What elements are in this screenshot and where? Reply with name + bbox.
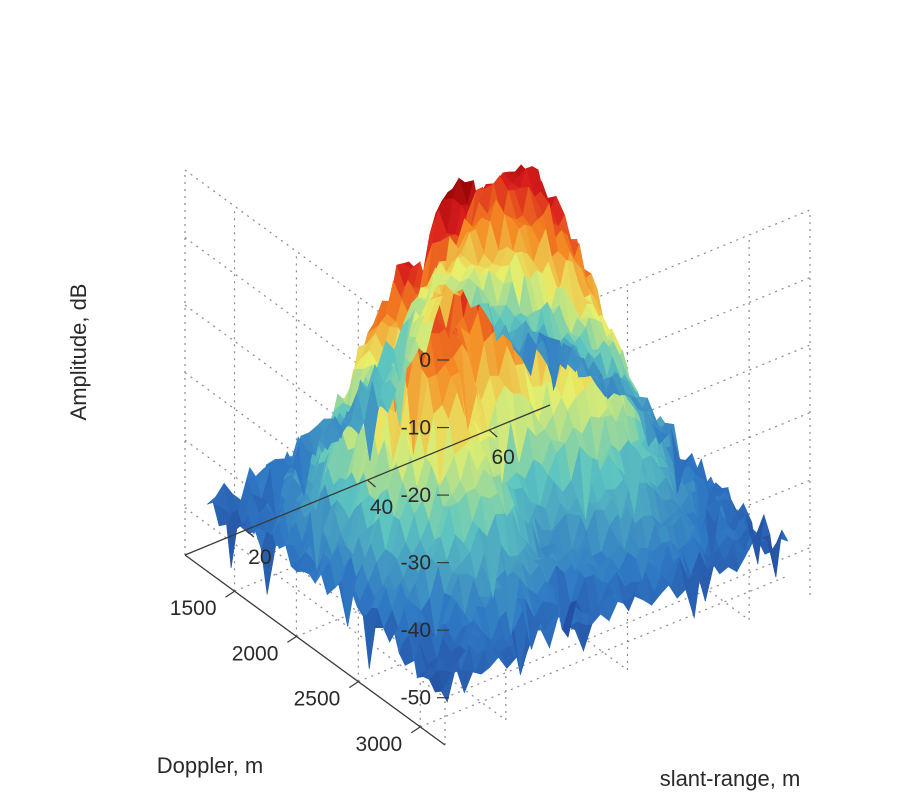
grid-line: [444, 276, 811, 429]
y-tick-label: 1500: [170, 597, 217, 620]
x-tick-mark: [245, 529, 255, 538]
surface-cell: [538, 331, 554, 391]
surface-mesh: [206, 164, 789, 703]
y-tick-mark: [410, 726, 421, 734]
y-tick-mark: [287, 635, 297, 643]
grid-line: [184, 169, 446, 361]
y-axis-line: [184, 554, 446, 746]
z-tick-label: 0: [419, 349, 431, 372]
y-tick-label: 3000: [356, 733, 403, 756]
grid-line: [444, 547, 811, 699]
y-tick-mark: [225, 590, 235, 598]
z-tick-label: -40: [401, 619, 431, 642]
x-tick-label: 40: [370, 496, 393, 519]
zlabel: Amplitude, dB: [66, 284, 91, 421]
tick-labels: 0 -10 -20 -30 -40 -50 1500 2000 2500 3000 20 40 60: [170, 349, 515, 756]
x-tick-mark: [367, 479, 376, 488]
z-tick-label: -20: [401, 484, 431, 507]
grid-line: [184, 304, 446, 496]
y-tick-label: 2000: [232, 642, 279, 665]
xlabel: slant-range, m: [660, 766, 801, 791]
grid-line: [444, 209, 811, 361]
x-tick-mark: [488, 429, 498, 438]
grid-line: [184, 507, 446, 699]
grid-line: [420, 576, 786, 728]
z-tick-label: -10: [401, 417, 431, 440]
z-tick-label: -30: [401, 552, 431, 575]
x-tick-label: 60: [491, 446, 514, 469]
y-tick-mark: [349, 681, 359, 689]
ylabel: Doppler, m: [157, 753, 263, 778]
surface-cell: [362, 606, 379, 670]
grid-line: [184, 237, 446, 429]
z-tick-label: -50: [401, 687, 431, 710]
y-tick-label: 2500: [294, 688, 341, 711]
x-tick-label: 20: [248, 546, 271, 569]
